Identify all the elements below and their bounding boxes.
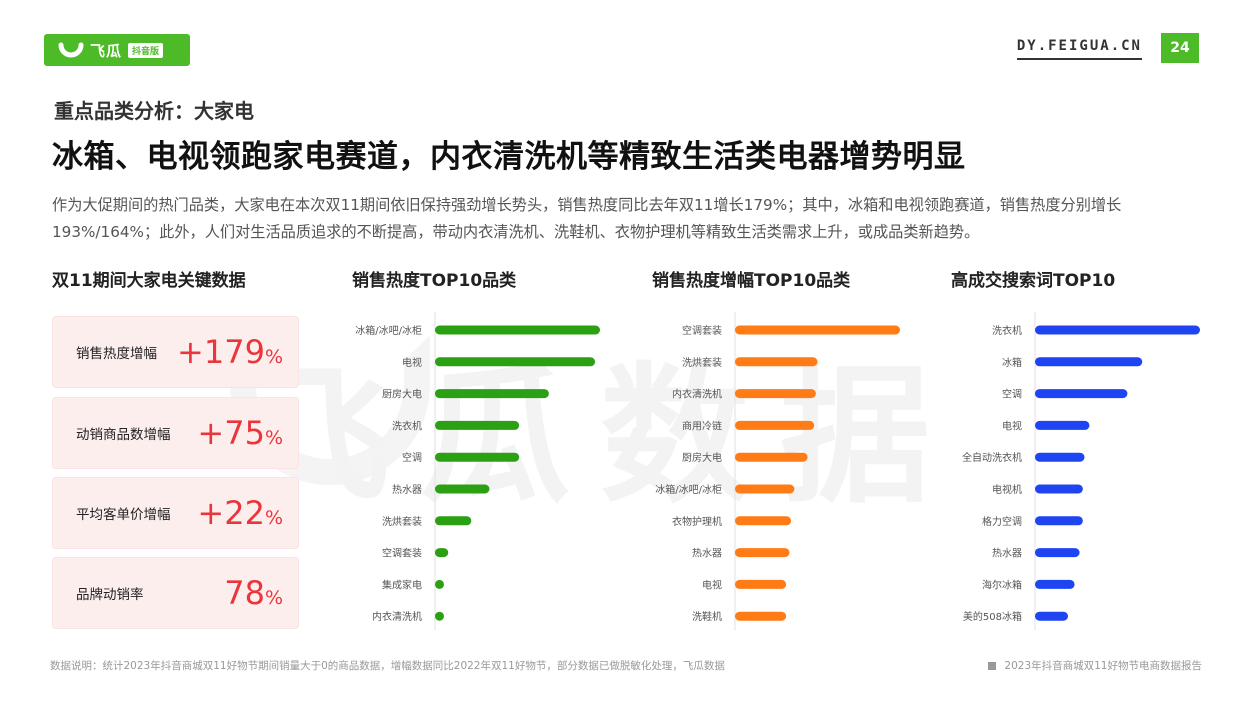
site-url[interactable]: DY.FEIGUA.CN xyxy=(1016,38,1142,60)
bar xyxy=(435,484,490,494)
bar xyxy=(1035,516,1083,526)
bar xyxy=(1035,420,1090,430)
bar xyxy=(1035,484,1083,494)
chart-title-growth: 销售热度增幅TOP10品类 xyxy=(652,271,851,291)
kpi-label: 平均客单价增幅 xyxy=(76,507,171,523)
category-label: 洗衣机 xyxy=(392,419,422,432)
bar xyxy=(735,579,787,589)
kpi-card-sales-heat: 销售热度增幅 +179% xyxy=(52,316,299,388)
feigua-logo-icon xyxy=(58,42,84,58)
category-label: 美的508冰箱 xyxy=(963,610,1022,623)
bar xyxy=(1035,452,1085,462)
section-subtitle: 重点品类分析：大家电 xyxy=(54,99,254,123)
logo-badge: 抖音版 xyxy=(128,42,164,58)
page-number: 24 xyxy=(1161,33,1199,63)
bar xyxy=(735,516,792,526)
kpi-value: +179% xyxy=(177,333,283,371)
category-label: 冰箱 xyxy=(1002,356,1022,369)
category-label: 空调套装 xyxy=(382,547,422,560)
bar xyxy=(1035,548,1080,558)
square-icon xyxy=(988,662,997,670)
category-label: 热水器 xyxy=(392,483,422,496)
kpi-label: 品牌动销率 xyxy=(76,587,144,603)
chart-title-search: 高成交搜索词TOP10 xyxy=(951,271,1116,291)
watermark: 飞瓜数据 xyxy=(240,350,961,524)
category-label: 集成家电 xyxy=(382,578,422,591)
category-label: 洗烘套装 xyxy=(382,515,422,528)
category-label: 电视 xyxy=(402,356,422,369)
category-label: 海尔冰箱 xyxy=(982,578,1022,591)
kpi-value: 78% xyxy=(224,574,283,612)
bar xyxy=(735,484,795,494)
kpi-value: +22% xyxy=(197,494,283,532)
intro-paragraph: 作为大促期间的热门品类，大家电在本次双11期间依旧保持强劲增长势头，销售热度同比… xyxy=(52,196,1122,241)
category-label: 格力空调 xyxy=(982,515,1022,528)
bar xyxy=(735,357,818,367)
bar xyxy=(435,548,449,558)
category-label: 内衣清洗机 xyxy=(672,388,722,401)
bar xyxy=(435,452,520,462)
page-headline: 冰箱、电视领跑家电赛道，内衣清洗机等精致生活类电器增势明显 xyxy=(52,139,966,175)
bar xyxy=(435,420,520,430)
kpi-label: 销售热度增幅 xyxy=(76,346,157,362)
bar xyxy=(735,325,900,335)
bar xyxy=(435,611,444,621)
bar xyxy=(435,389,549,399)
bar xyxy=(435,357,596,367)
bar xyxy=(435,516,472,526)
category-label: 冰箱/冰吧/冰柜 xyxy=(655,483,722,496)
category-label: 电视 xyxy=(702,578,722,591)
bar xyxy=(1035,325,1200,335)
bar xyxy=(735,452,808,462)
category-label: 空调套装 xyxy=(682,324,722,337)
kpi-value: +75% xyxy=(197,414,283,452)
bar xyxy=(1035,611,1068,621)
bar xyxy=(435,579,444,589)
logo-text: 飞瓜 xyxy=(90,41,123,60)
category-label: 厨房大电 xyxy=(682,451,722,464)
bar xyxy=(1035,357,1143,367)
category-label: 电视 xyxy=(1002,419,1022,432)
bar xyxy=(1035,389,1128,399)
category-label: 热水器 xyxy=(692,547,722,560)
feigua-logo: 飞瓜 抖音版 xyxy=(44,34,190,66)
category-label: 全自动洗衣机 xyxy=(962,451,1022,464)
category-label: 电视机 xyxy=(992,483,1022,496)
bar xyxy=(735,389,816,399)
bar xyxy=(735,611,787,621)
bar xyxy=(735,548,790,558)
data-footnote: 数据说明：统计2023年抖音商城双11好物节期间销量大于0的商品数据，增幅数据同… xyxy=(50,660,725,672)
category-label: 衣物护理机 xyxy=(672,515,722,528)
category-label: 洗鞋机 xyxy=(692,610,722,623)
kpi-card-brand-rate: 品牌动销率 78% xyxy=(52,557,299,629)
category-label: 冰箱/冰吧/冰柜 xyxy=(355,324,422,337)
category-label: 洗烘套装 xyxy=(682,356,722,369)
kpi-card-avg-order: 平均客单价增幅 +22% xyxy=(52,477,299,549)
growth-bar-chart: 空调套装洗烘套装内衣清洗机商用冷链厨房大电冰箱/冰吧/冰柜衣物护理机热水器电视洗… xyxy=(655,312,900,631)
category-label: 内衣清洗机 xyxy=(372,610,422,623)
report-tag: 2023年抖音商城双11好物节电商数据报告 xyxy=(988,658,1202,673)
category-label: 厨房大电 xyxy=(382,388,422,401)
bar xyxy=(1035,579,1075,589)
category-label: 空调 xyxy=(402,451,422,464)
category-label: 洗衣机 xyxy=(992,324,1022,337)
kpi-section-title: 双11期间大家电关键数据 xyxy=(52,271,246,291)
bar xyxy=(435,325,600,335)
bar xyxy=(735,420,815,430)
category-label: 商用冷链 xyxy=(682,419,722,432)
category-label: 热水器 xyxy=(992,547,1022,560)
kpi-label: 动销商品数增幅 xyxy=(76,427,171,443)
category-label: 空调 xyxy=(1002,388,1022,401)
chart-title-sales-heat: 销售热度TOP10品类 xyxy=(352,271,517,291)
kpi-card-active-items: 动销商品数增幅 +75% xyxy=(52,397,299,469)
